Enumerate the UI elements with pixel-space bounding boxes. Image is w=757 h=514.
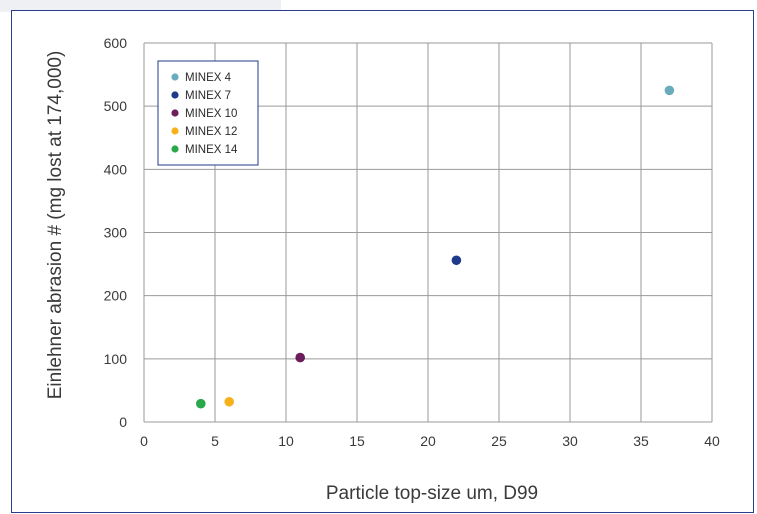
x-tick-labels: 0 5 10 15 20 25 30 35 40 [140,433,720,449]
data-point [224,396,234,407]
x-tick-label: 30 [562,433,578,449]
legend-marker [171,127,179,135]
data-point [664,85,675,96]
data-point [295,352,306,363]
x-tick-label: 0 [140,433,148,449]
x-tick-label: 35 [633,433,649,449]
data-points [196,85,675,409]
x-tick-label: 15 [349,433,365,449]
y-tick-label: 0 [119,414,127,430]
chart-frame [11,10,754,513]
y-tick-label: 600 [104,35,128,51]
x-tick-label: 20 [420,433,436,449]
y-tick-labels: 0 100 200 300 400 500 600 [104,35,128,430]
x-tick-label: 5 [211,433,219,449]
legend-label: MINEX 7 [185,90,231,102]
y-tick-label: 200 [104,288,128,304]
header-strip [0,0,281,12]
data-point [196,398,206,409]
y-tick-label: 500 [104,98,128,114]
legend-label: MINEX 14 [185,144,238,156]
y-tick-label: 300 [104,225,128,241]
legend-marker [171,73,179,81]
y-tick-label: 100 [104,351,128,367]
x-tick-label: 40 [704,433,720,449]
data-point [451,255,462,266]
legend-marker [171,145,179,153]
grid-lines [143,42,713,423]
legend-label: MINEX 12 [185,126,237,138]
y-tick-label: 400 [104,161,128,177]
x-axis-label: Particle top-size um, D99 [326,483,538,504]
legend: MINEX 4 MINEX 7 MINEX 10 MINEX 12 MINEX 14 [171,72,238,156]
x-tick-label: 25 [491,433,507,449]
x-tick-label: 10 [278,433,294,449]
legend-label: MINEX 4 [185,72,232,84]
legend-marker [171,91,179,99]
y-axis-label: Einlehner abrasion # (mg lost at 174,000… [45,51,66,400]
legend-marker [171,109,179,117]
legend-label: MINEX 10 [185,108,237,120]
